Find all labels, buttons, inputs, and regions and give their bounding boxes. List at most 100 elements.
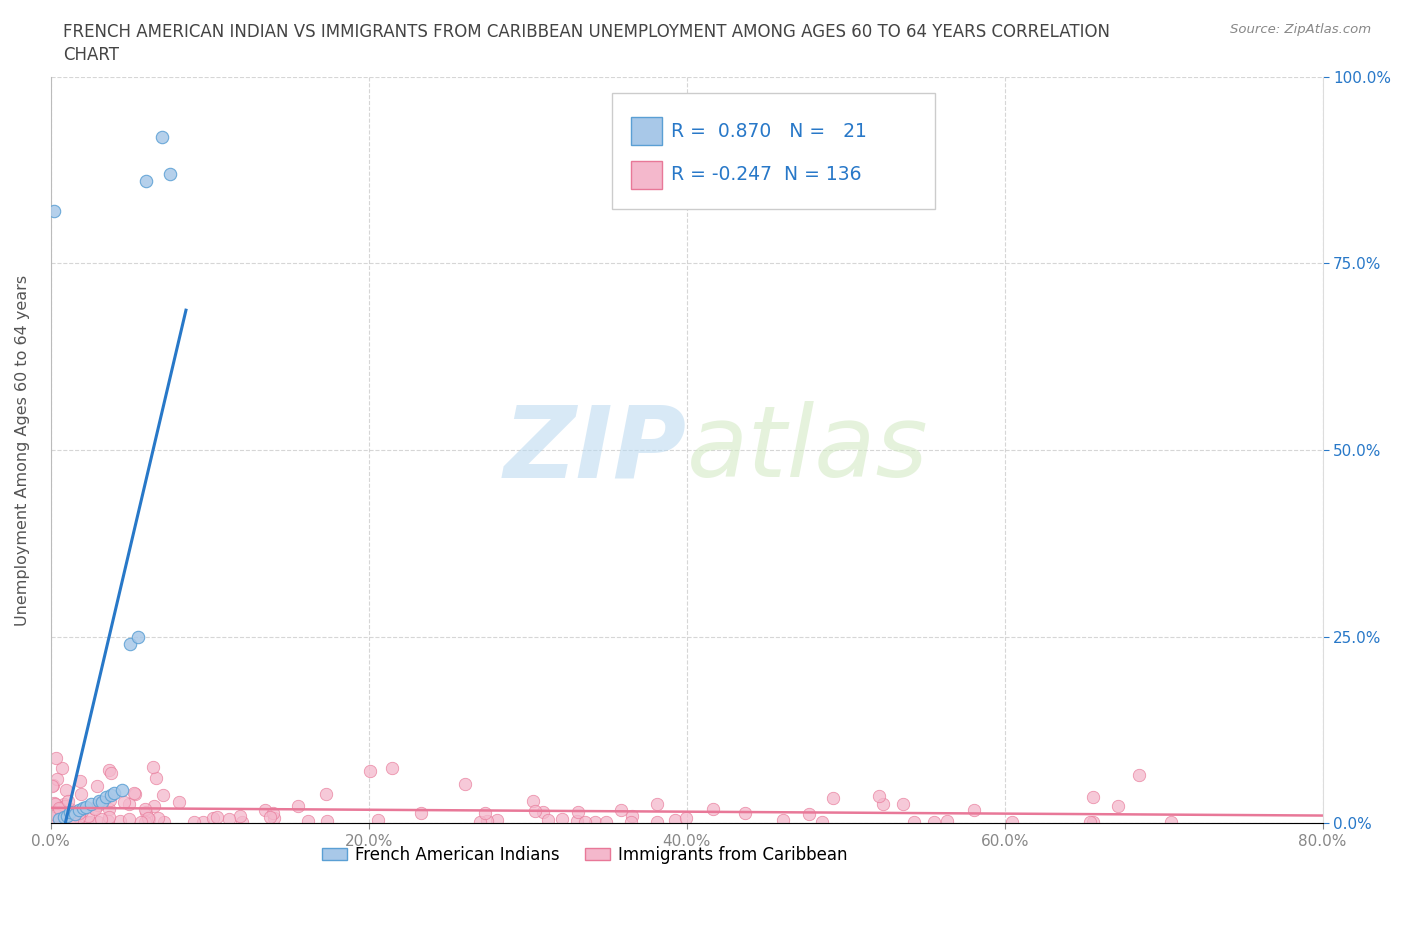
Point — [411, 805, 433, 820]
Point — [664, 812, 686, 827]
Point — [65, 804, 87, 819]
Point — [259, 810, 281, 825]
Point — [524, 804, 547, 818]
Point — [52, 815, 75, 830]
Point — [134, 815, 156, 830]
Point — [112, 794, 135, 809]
Point — [122, 786, 145, 801]
Point — [145, 771, 167, 786]
Point — [142, 760, 165, 775]
Point — [522, 793, 544, 808]
Point — [41, 815, 63, 830]
Point — [367, 813, 389, 828]
Point — [148, 811, 170, 826]
Point — [1128, 767, 1150, 782]
Point — [108, 814, 131, 829]
Point — [48, 812, 70, 827]
Text: ZIP: ZIP — [503, 402, 686, 498]
Point — [51, 761, 73, 776]
Point — [55, 783, 77, 798]
Point — [142, 799, 165, 814]
Point — [42, 204, 65, 219]
Point — [621, 809, 644, 824]
Point — [83, 801, 105, 816]
Point — [381, 761, 404, 776]
Point — [254, 803, 277, 817]
Point — [167, 794, 190, 809]
Point — [76, 809, 98, 824]
Point — [485, 813, 508, 828]
Point — [41, 778, 63, 793]
Point — [124, 787, 146, 802]
Text: atlas: atlas — [686, 402, 928, 498]
Point — [58, 793, 80, 808]
Point — [574, 815, 596, 830]
Point — [98, 792, 121, 807]
Point — [1078, 815, 1101, 830]
Point — [231, 815, 253, 830]
Point — [1083, 815, 1105, 830]
Point — [118, 797, 141, 812]
Point — [797, 807, 820, 822]
Point — [97, 763, 120, 777]
Point — [49, 814, 72, 829]
Point — [42, 796, 65, 811]
Point — [263, 810, 285, 825]
Point — [63, 815, 86, 830]
Point — [87, 793, 110, 808]
Point — [69, 803, 91, 817]
Point — [45, 772, 67, 787]
Point — [59, 804, 82, 819]
Point — [138, 812, 160, 827]
Point — [86, 797, 108, 812]
Point — [42, 810, 65, 825]
Point — [46, 815, 69, 830]
Point — [48, 811, 70, 826]
Point — [891, 797, 914, 812]
Point — [48, 801, 70, 816]
Point — [262, 806, 284, 821]
Point — [550, 812, 572, 827]
Point — [218, 811, 240, 826]
Point — [63, 811, 86, 826]
Point — [702, 802, 724, 817]
Point — [97, 814, 120, 829]
Point — [533, 804, 555, 819]
Point — [98, 802, 121, 817]
Point — [297, 814, 319, 829]
Point — [53, 799, 76, 814]
Point — [647, 797, 669, 812]
Point — [100, 788, 122, 803]
Point — [51, 807, 73, 822]
Point — [1160, 815, 1182, 830]
Point — [83, 802, 105, 817]
Point — [120, 636, 142, 651]
Text: CHART: CHART — [63, 46, 120, 64]
Point — [76, 815, 98, 830]
Point — [903, 815, 925, 830]
Point — [620, 815, 643, 830]
Point — [87, 815, 110, 830]
Point — [645, 815, 668, 830]
Point — [96, 790, 118, 804]
Point — [1081, 790, 1104, 804]
Point — [1107, 799, 1129, 814]
Point — [97, 810, 120, 825]
Point — [454, 777, 477, 791]
Text: Source: ZipAtlas.com: Source: ZipAtlas.com — [1230, 23, 1371, 36]
Point — [63, 806, 86, 821]
Point — [52, 815, 75, 830]
Point — [118, 812, 141, 827]
Point — [936, 814, 959, 829]
Point — [567, 804, 589, 819]
Point — [359, 764, 381, 778]
Point — [72, 801, 94, 816]
Point — [59, 805, 82, 820]
Point — [595, 815, 617, 830]
Point — [70, 804, 93, 819]
Point — [963, 803, 986, 817]
Point — [675, 811, 697, 826]
Point — [872, 796, 894, 811]
Point — [44, 797, 66, 812]
Point — [565, 813, 588, 828]
